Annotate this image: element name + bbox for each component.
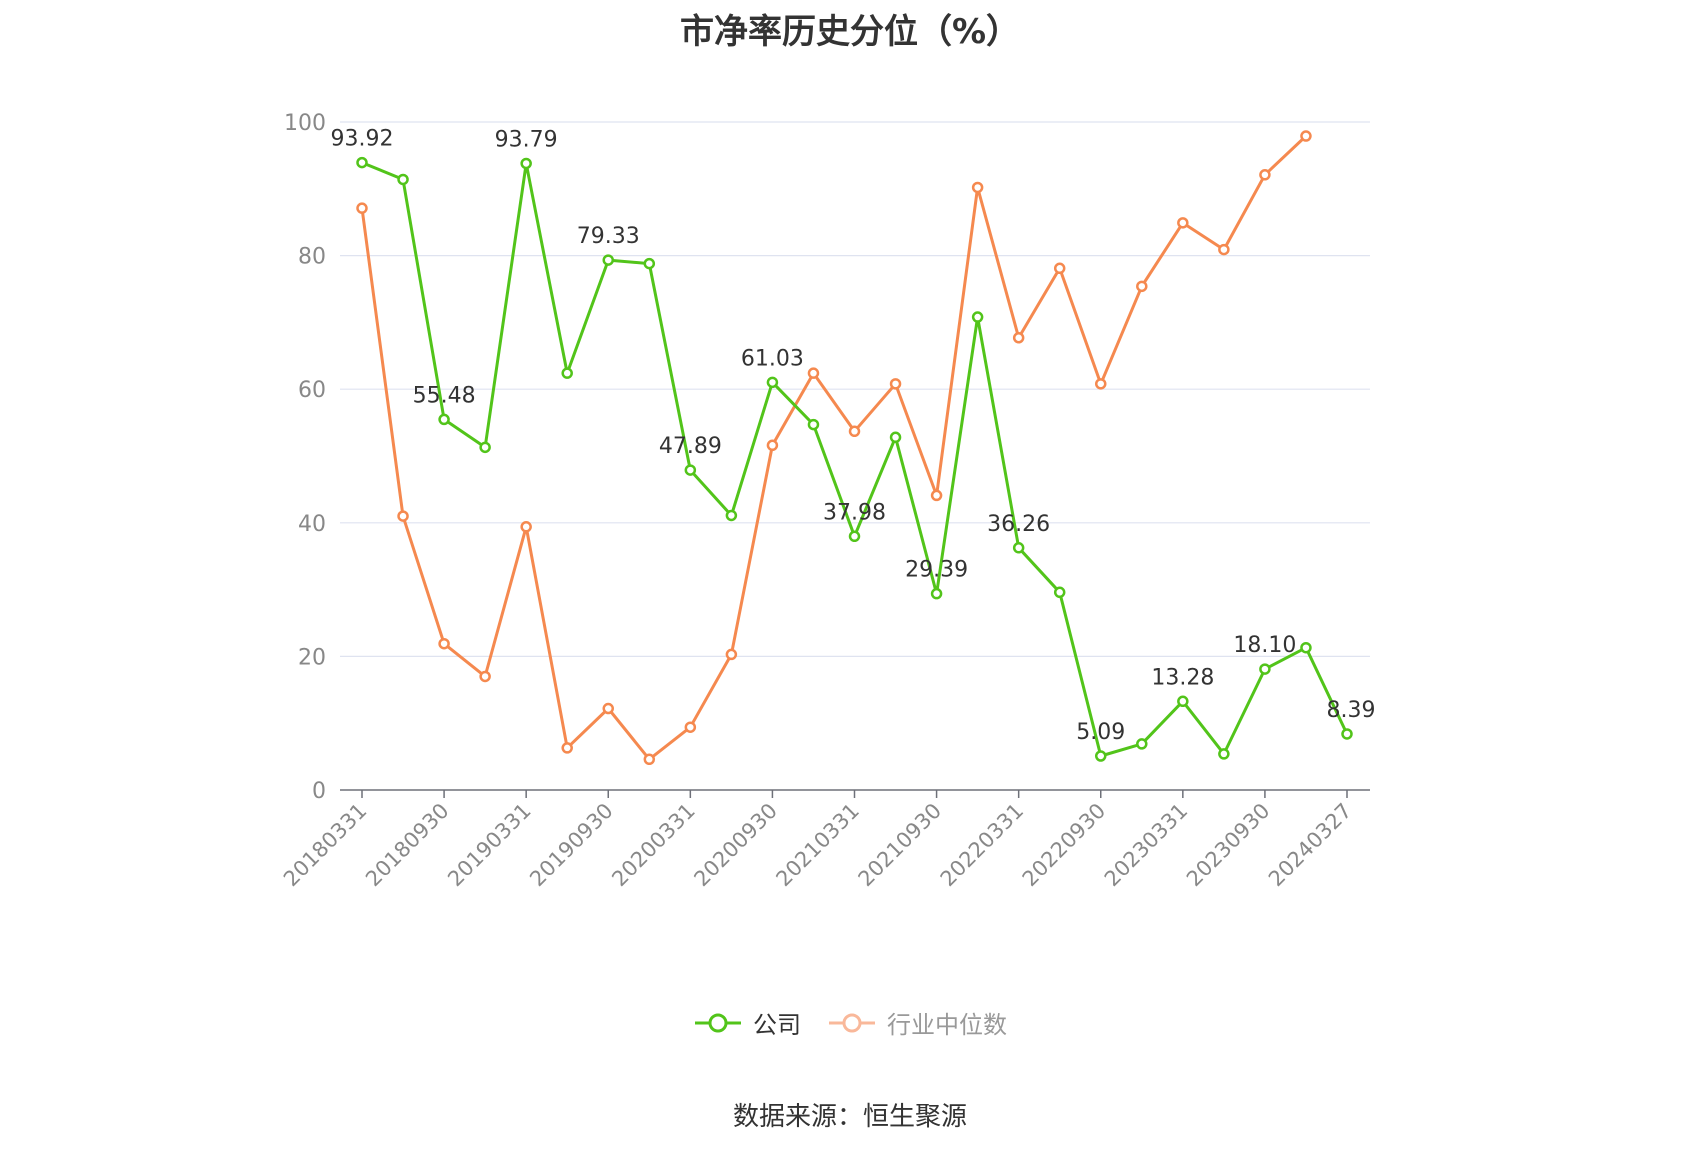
data-point [479, 441, 491, 454]
legend-line-circle-icon [829, 1013, 875, 1032]
chart-title: 市净率历史分位（%） [679, 12, 1021, 52]
data-label: 79.33 [577, 224, 640, 249]
x-tick-label: 20190331 [443, 799, 536, 892]
data-point [1259, 663, 1271, 675]
legend-item-industry[interactable]: 行业中位数 [827, 1005, 1007, 1040]
data-label: 61.03 [741, 346, 804, 371]
data-point [1218, 748, 1230, 760]
legend-label-company: 公司 [753, 1011, 801, 1039]
data-label: 55.48 [413, 383, 476, 408]
data-point [438, 637, 450, 650]
x-tick-label: 20240327 [1264, 799, 1357, 892]
data-point [1095, 750, 1107, 762]
data-point [1053, 586, 1066, 599]
data-label: 37.98 [823, 500, 886, 525]
x-tick-label: 20210331 [771, 799, 864, 892]
data-point [807, 367, 820, 379]
data-point [684, 464, 697, 476]
legend: 公司 行业中位数 [0, 1005, 1700, 1040]
data-point [602, 702, 614, 715]
data-point [479, 670, 491, 683]
data-label: 93.92 [331, 127, 394, 152]
data-point [1053, 262, 1066, 275]
data-point [807, 418, 820, 431]
legend-label-industry: 行业中位数 [887, 1011, 1007, 1039]
x-tick-label: 20210930 [854, 799, 947, 892]
x-tick-label: 20180930 [361, 799, 454, 892]
data-point [1259, 169, 1271, 181]
data-point [561, 742, 573, 754]
data-label: 8.39 [1327, 698, 1376, 723]
x-tick-label: 20200930 [689, 799, 782, 892]
x-tick-label: 20230930 [1182, 799, 1275, 892]
data-point [561, 367, 573, 379]
series-line [360, 134, 1308, 761]
data-point [1177, 217, 1189, 229]
data-label: 36.26 [987, 512, 1050, 537]
data-point [356, 156, 368, 169]
x-tick-label: 20220331 [936, 799, 1029, 892]
data-point [1341, 728, 1353, 740]
data-point [930, 587, 943, 600]
data-point [725, 648, 738, 661]
data-point [766, 439, 779, 452]
data-point [971, 311, 984, 323]
data-point [930, 489, 943, 502]
data-point [1012, 332, 1025, 344]
y-tick-label: 40 [298, 512, 326, 537]
data-label: 13.28 [1151, 665, 1214, 690]
data-point [725, 509, 738, 522]
y-tick-label: 20 [298, 645, 326, 670]
data-point [356, 202, 368, 214]
x-tick-label: 20190930 [525, 799, 618, 892]
data-point [1136, 280, 1148, 293]
data-point [643, 753, 656, 766]
data-point [848, 530, 861, 543]
data-point [520, 157, 532, 170]
x-tick-label: 20200331 [607, 799, 700, 892]
data-point [889, 431, 902, 444]
data-point [848, 425, 861, 438]
data-source: 数据来源：恒生聚源 [732, 1102, 967, 1132]
data-point [1012, 542, 1025, 554]
data-point [766, 376, 779, 389]
data-point [889, 378, 902, 390]
data-label: 47.89 [659, 434, 722, 459]
data-label: 5.09 [1076, 720, 1125, 745]
legend-item-company[interactable]: 公司 [693, 1005, 801, 1040]
data-point [1136, 738, 1148, 750]
x-tick-label: 20180331 [279, 799, 372, 892]
y-tick-label: 100 [284, 111, 326, 136]
data-point [643, 257, 656, 270]
data-point [520, 521, 532, 533]
y-tick-label: 60 [298, 378, 326, 403]
legend-line-circle-icon [695, 1013, 741, 1032]
y-tick-label: 80 [298, 245, 326, 270]
series-lines [356, 130, 1353, 766]
data-label: 18.10 [1233, 633, 1296, 658]
data-point [1095, 378, 1107, 390]
data-point [438, 413, 450, 426]
data-point [684, 721, 697, 733]
x-tick-label: 20230331 [1100, 799, 1193, 892]
data-point [397, 173, 409, 186]
y-tick-label: 0 [312, 779, 326, 804]
data-labels: 93.92 55.48 93.79 79.33 47.89 61.03 37.98 29.39… [331, 127, 1376, 745]
data-point [397, 510, 409, 522]
data-label: 29.39 [905, 558, 968, 583]
data-point [1300, 130, 1312, 142]
data-point [1177, 695, 1189, 708]
data-label: 93.79 [495, 127, 558, 152]
x-tick-label: 20220930 [1018, 799, 1111, 892]
data-point [971, 181, 984, 194]
data-point [602, 254, 614, 266]
data-point [1218, 243, 1230, 256]
data-point [1300, 641, 1312, 654]
